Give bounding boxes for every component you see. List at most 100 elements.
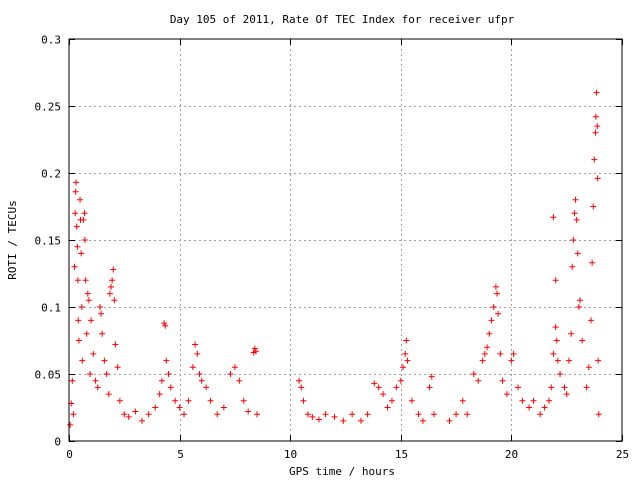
data-point bbox=[132, 408, 139, 415]
data-point bbox=[74, 243, 81, 250]
data-point bbox=[340, 417, 347, 424]
x-tick-label: 10 bbox=[284, 448, 297, 461]
data-point bbox=[515, 384, 522, 391]
data-point bbox=[99, 330, 106, 337]
data-point bbox=[88, 317, 95, 324]
data-point bbox=[78, 304, 85, 310]
data-point bbox=[499, 377, 506, 384]
data-point bbox=[388, 397, 395, 404]
data-point bbox=[402, 350, 409, 357]
data-point bbox=[138, 417, 145, 424]
x-tick-label: 0 bbox=[66, 448, 73, 461]
data-point bbox=[349, 411, 356, 418]
data-point bbox=[375, 384, 382, 391]
data-point bbox=[594, 123, 601, 130]
data-point bbox=[69, 377, 76, 384]
data-point bbox=[404, 357, 411, 364]
data-point bbox=[105, 391, 112, 398]
data-point bbox=[415, 411, 422, 418]
data-point bbox=[419, 417, 426, 424]
data-point bbox=[92, 377, 99, 384]
data-point bbox=[198, 377, 205, 384]
data-point bbox=[81, 237, 88, 243]
data-point bbox=[121, 411, 128, 418]
data-point bbox=[550, 350, 557, 357]
data-point bbox=[110, 266, 117, 273]
data-point bbox=[569, 263, 576, 270]
data-point bbox=[557, 371, 564, 377]
data-point bbox=[588, 317, 595, 324]
data-point bbox=[103, 371, 110, 377]
data-point bbox=[101, 357, 108, 364]
data-point bbox=[464, 411, 471, 418]
data-point bbox=[428, 373, 435, 380]
data-point bbox=[73, 223, 80, 230]
data-point bbox=[519, 397, 526, 404]
data-point bbox=[236, 377, 243, 384]
data-point bbox=[80, 216, 87, 223]
data-point bbox=[595, 357, 602, 364]
data-point bbox=[552, 277, 559, 284]
data-point bbox=[79, 357, 86, 364]
data-point bbox=[251, 345, 258, 352]
data-point bbox=[453, 411, 460, 418]
data-point bbox=[207, 397, 214, 404]
y-tick-label: 0.3 bbox=[41, 34, 61, 47]
data-point bbox=[583, 384, 590, 391]
data-point bbox=[74, 277, 81, 284]
x-tick-label: 15 bbox=[395, 448, 408, 461]
data-point bbox=[510, 350, 517, 357]
data-point bbox=[196, 371, 203, 377]
data-point bbox=[537, 411, 544, 418]
data-point bbox=[492, 283, 499, 290]
data-point bbox=[96, 304, 103, 310]
data-point bbox=[172, 397, 179, 404]
data-point bbox=[162, 322, 169, 329]
data-point bbox=[90, 350, 97, 357]
data-point bbox=[589, 259, 596, 266]
data-point bbox=[526, 404, 533, 411]
data-point bbox=[231, 364, 238, 371]
data-point bbox=[508, 357, 515, 364]
data-point bbox=[426, 384, 433, 391]
data-point bbox=[488, 317, 495, 324]
data-point bbox=[163, 357, 170, 364]
data-point bbox=[446, 417, 453, 424]
data-point bbox=[575, 304, 582, 310]
data-point bbox=[484, 344, 491, 351]
data-point bbox=[490, 304, 497, 310]
data-point bbox=[240, 397, 247, 404]
data-point bbox=[296, 377, 303, 384]
data-point bbox=[400, 364, 407, 371]
data-point bbox=[82, 277, 89, 284]
data-point bbox=[81, 210, 88, 217]
data-point bbox=[300, 397, 307, 404]
data-point bbox=[108, 283, 115, 290]
data-point bbox=[83, 330, 90, 337]
data-point bbox=[98, 310, 105, 317]
data-point bbox=[70, 411, 77, 418]
data-point bbox=[591, 156, 598, 163]
data-point bbox=[592, 129, 599, 136]
data-point bbox=[254, 411, 261, 418]
data-point bbox=[486, 330, 493, 337]
data-point bbox=[364, 411, 371, 418]
data-point bbox=[315, 416, 322, 423]
data-point bbox=[481, 350, 488, 357]
data-point bbox=[176, 404, 183, 411]
data-point bbox=[571, 210, 578, 217]
axis-ticks: 0 5 10 15 20 25 0 0.05 0.1 0.15 0.2 0.25 0.3 bbox=[35, 34, 630, 462]
data-point bbox=[152, 404, 159, 411]
data-point bbox=[430, 411, 437, 418]
data-point bbox=[167, 384, 174, 391]
y-tick-label: 0.25 bbox=[35, 101, 62, 114]
data-point bbox=[109, 277, 116, 284]
data-point bbox=[459, 397, 466, 404]
data-point bbox=[470, 371, 477, 377]
data-point bbox=[145, 411, 152, 418]
data-point bbox=[552, 324, 559, 331]
data-point bbox=[75, 337, 82, 344]
data-point bbox=[554, 357, 561, 364]
data-point bbox=[72, 210, 79, 217]
